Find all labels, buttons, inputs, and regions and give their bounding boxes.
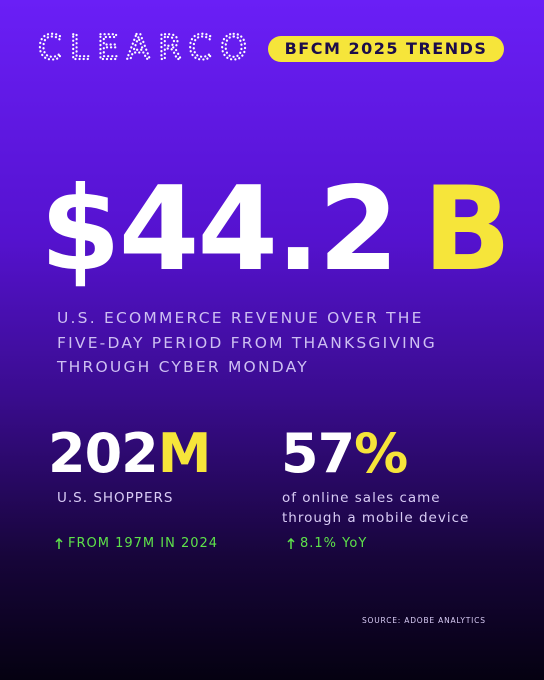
stat-label: of online sales came through a mobile de… (282, 488, 469, 528)
description-line: U.S. ECOMMERCE REVENUE OVER THE (57, 309, 424, 327)
logo-text: CLEARCO (38, 30, 248, 66)
stat-number: 202 (48, 422, 159, 485)
up-arrow (287, 537, 295, 549)
headline-unit: B (422, 162, 511, 297)
description-line: THROUGH CYBER MONDAY (57, 358, 309, 376)
stat-change-text: 8.1% YoY (300, 536, 368, 551)
description: U.S. ECOMMERCE REVENUE OVER THE FIVE-DAY… (57, 306, 437, 380)
stat-change-text: FROM 197M IN 2024 (68, 536, 219, 551)
badge: BFCM 2025 TRENDS (268, 36, 504, 62)
stat-label-line: of online sales came (282, 490, 441, 506)
stat-change: FROM 197M IN 2024 (55, 536, 218, 551)
stat-unit: M (157, 422, 212, 485)
stat-change: 8.1% YoY (287, 536, 367, 551)
stat-value: 202M (48, 422, 212, 485)
source: SOURCE: ADOBE ANALYTICS (362, 616, 486, 625)
stat-label-line: through a mobile device (282, 510, 470, 526)
headline-amount: $44.2 (40, 162, 399, 297)
stat-label: U.S. SHOPPERS (57, 488, 173, 508)
headline: $44.2 B (40, 172, 511, 288)
stat-value: 57% (281, 422, 408, 485)
stat-unit: % (354, 422, 408, 485)
logo: CLEARCO (37, 30, 248, 66)
up-arrow (55, 537, 63, 549)
description-line: FIVE-DAY PERIOD FROM THANKSGIVING (57, 333, 437, 352)
stat-number: 57 (281, 422, 355, 485)
stat-label-line: U.S. SHOPPERS (57, 490, 174, 506)
